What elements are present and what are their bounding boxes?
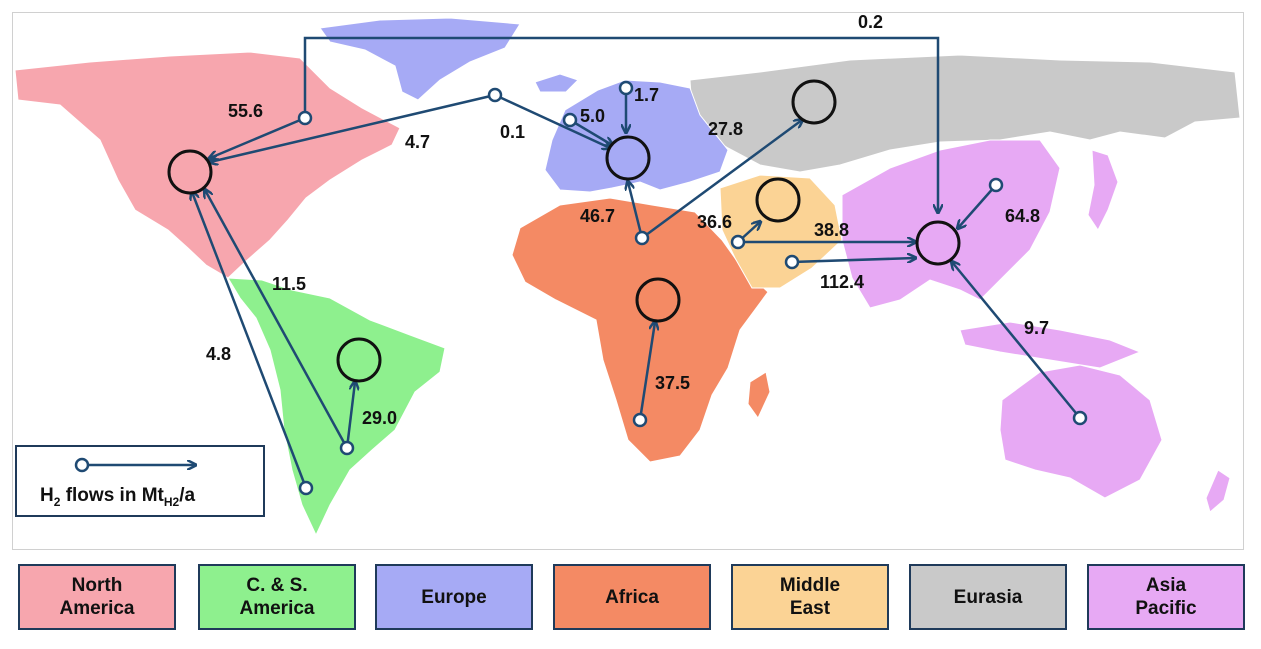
region-cs-america [227,277,446,537]
flow-origin-eu-west [562,112,578,128]
flow-label-eu-north: 1.7 [634,85,659,105]
region-asia-pacific-new-zealand [1205,469,1231,513]
flow-arrow-af-local [638,322,655,421]
flow-origin-africa-north [634,230,650,246]
region-key-north-america: North America [18,564,176,630]
region-key-asia-pacific: Asia Pacific [1087,564,1245,630]
flow-label-me-south-asia: 112.4 [820,272,864,292]
region-key-eurasia: Eurasia [909,564,1067,630]
flow-arrow-sa-local [345,382,355,449]
flow-label-aus-asia: 9.7 [1024,318,1049,338]
legend-frame [15,445,265,517]
region-key-label: North America [59,575,135,619]
flow-arrow-china-asia [958,184,997,228]
flow-label-greenland-na: 4.7 [405,132,430,152]
region-key-label: Middle East [779,575,841,619]
hub-north-america [167,149,213,195]
hub-cs-america [336,337,382,383]
flow-arrow-canada-na [210,116,306,158]
flow-arrow-af-north-eu [628,182,644,239]
region-key-middle-east: Middle East [731,564,889,630]
flow-origin-africa-south [632,412,648,428]
region-key-label: Eurasia [953,586,1023,608]
flow-label-me-local: 36.6 [697,212,732,232]
flow-origin-china [988,177,1004,193]
hub-eurasia [791,79,837,125]
flow-arrow-aus-asia [952,262,1081,419]
flow-arrow-sa-east-na [205,190,349,449]
region-key-cs-america: C. & S. America [198,564,356,630]
flow-origin-sa-east [339,440,355,456]
flow-arrow-greenland-na [210,93,496,162]
hub-asia-pacific [915,220,961,266]
region-europe [544,79,729,193]
flow-origin-australia [1072,410,1088,426]
region-key: North America C. & S. America Europe Africa… [18,564,1248,636]
flow-label-sa-south-na: 4.8 [206,344,231,364]
region-key-label: Africa [605,586,659,608]
flow-label-sa-east-na: 11.5 [272,274,306,294]
hub-europe [605,135,651,181]
flow-arrow-eu-west-local [569,118,612,145]
region-asia-pacific-japan [1087,149,1119,231]
hub-middle-east [755,177,801,223]
flow-label-greenland-eu: 0.1 [500,122,525,142]
flow-arrow-greenland-eu [494,93,610,148]
flow-label-sa-local: 29.0 [362,408,397,428]
flow-origin-sa-south [298,480,314,496]
legend-origin-icon [74,457,90,473]
region-africa [511,197,769,463]
region-key-africa: Africa [553,564,711,630]
region-middle-east [719,174,843,289]
legend-text: H2 flows in MtH2/a [40,485,195,509]
flow-arrow-af-north-eurasia [641,120,802,240]
region-key-label: C. & S. America [239,575,315,619]
flow-origin-eu-north [618,80,634,96]
region-key-europe: Europe [375,564,533,630]
flow-label-af-north-eu: 46.7 [580,206,615,226]
flow-origin-middle-east-south [784,254,800,270]
flow-label-me-asia: 38.8 [814,220,849,240]
flow-arrow-canada-asia [303,36,938,212]
region-key-label: Asia Pacific [1135,575,1197,619]
region-asia-pacific-australia [999,364,1163,499]
world-hydrogen-flow-map: 0.2 55.6 4.7 0.1 5.0 1.7 27.8 46.7 37.5 … [14,12,1241,537]
region-asia-pacific-indonesia [959,321,1142,369]
flow-origin-canada [297,110,313,126]
region-asia-pacific [841,139,1061,309]
hub-africa [635,277,681,323]
flow-label-af-local: 37.5 [655,373,690,393]
region-europe-iceland [534,73,579,93]
flow-label-canada-na: 55.6 [228,101,263,121]
region-key-label: Europe [421,586,487,608]
flow-origin-greenland [487,87,503,103]
region-africa-madagascar [747,371,771,419]
flow-label-china-asia: 64.8 [1005,206,1040,226]
flow-label-af-north-eurasia: 27.8 [708,119,743,139]
flow-legend: H2 flows in MtH2/a [15,445,265,517]
region-europe-greenland [319,17,521,101]
flow-arrow-sa-south-na [192,192,308,489]
flow-label-eu-west: 5.0 [580,106,605,126]
flow-label-canada-asia: 0.2 [858,12,883,32]
flow-origin-middle-east [730,234,746,250]
flow-arrow-me-south-asia [791,258,915,262]
